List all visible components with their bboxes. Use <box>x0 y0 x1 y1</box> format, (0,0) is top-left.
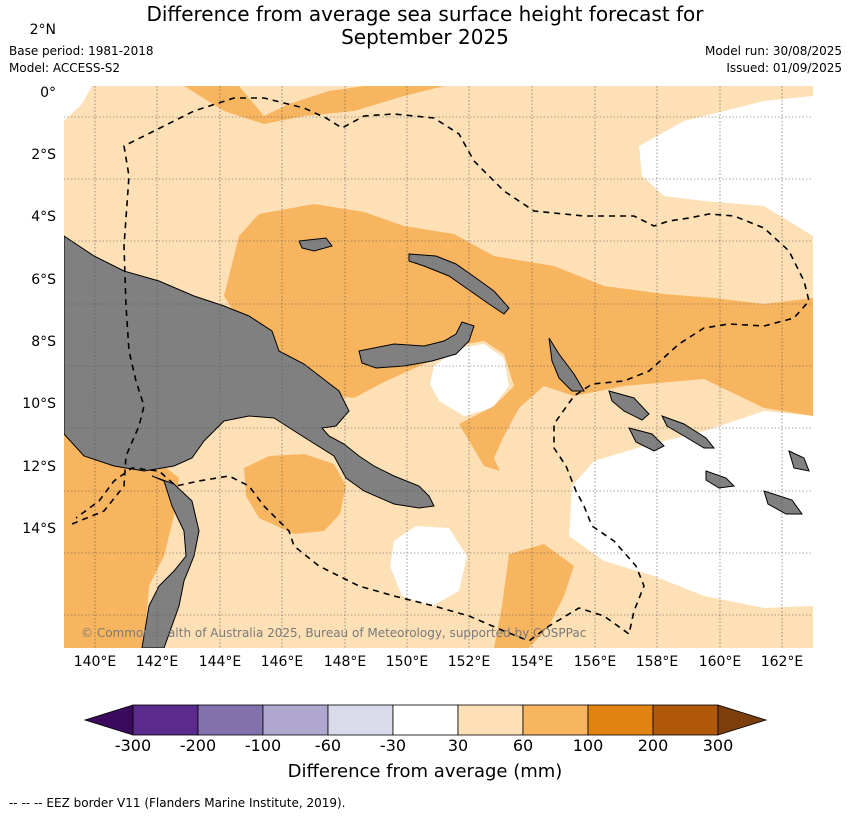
lon-label-144e: 144°E <box>198 654 242 670</box>
colorbar-extend-low <box>83 704 134 736</box>
colorbar-tick: -300 <box>114 736 152 755</box>
new-britain-land <box>358 321 475 369</box>
neutral-area-northeast <box>639 96 813 236</box>
colorbar-tick: 300 <box>702 736 734 755</box>
lon-label-148e: 148°E <box>323 654 367 670</box>
lon-label-140e: 140°E <box>73 654 117 670</box>
colorbar-tick: 30 <box>447 736 469 755</box>
base-period: Base period: 1981-2018 <box>9 44 154 58</box>
santa-isabel-land <box>608 390 650 421</box>
neutral-area-coral-sea <box>390 526 467 606</box>
neutral-area-northwest <box>64 86 92 121</box>
map-title: Difference from average sea surface heig… <box>0 3 850 49</box>
model-run: Model run: 30/08/2025 <box>704 44 842 58</box>
guadalcanal-land <box>628 427 665 452</box>
lat-label-0: 0° <box>40 85 56 101</box>
lat-label-14s: 14°S <box>22 521 56 537</box>
anomaly-band-60-100-north <box>184 86 444 124</box>
title-line-2: September 2025 <box>341 25 509 49</box>
title-line-1: Difference from average sea surface heig… <box>146 2 704 26</box>
lat-label-6s: 6°S <box>31 272 56 288</box>
vanuatu-north-land <box>788 450 810 472</box>
colorbar <box>83 704 768 736</box>
bougainville-land <box>548 337 585 392</box>
malaita-land <box>660 415 716 449</box>
lon-label-162e: 162°E <box>760 654 804 670</box>
anomaly-band-60-100-southwest <box>64 416 179 648</box>
issued-date: Issued: 01/09/2025 <box>726 61 842 75</box>
copyright-text: © Commonwealth of Australia 2025, Bureau… <box>81 626 587 640</box>
map-svg <box>63 86 813 649</box>
meta-right: Model run: 30/08/2025 Issued: 01/09/2025 <box>705 43 842 77</box>
lat-label-8s: 8°S <box>31 334 56 350</box>
lat-label-2s: 2°S <box>31 147 56 163</box>
colorbar-bin-7 <box>522 704 589 736</box>
colorbar-bin-5 <box>392 704 459 736</box>
map-panel <box>63 86 813 649</box>
espiritu-santo-land <box>763 490 803 515</box>
lat-label-2n: 2°N <box>29 22 56 38</box>
anomaly-band-60-100-coral <box>494 544 574 648</box>
lon-label-158e: 158°E <box>635 654 679 670</box>
lon-label-152e: 152°E <box>447 654 491 670</box>
colorbar-tick: -200 <box>179 736 217 755</box>
neutral-area-central <box>430 344 509 416</box>
graticule <box>64 86 813 648</box>
lon-label-146e: 146°E <box>260 654 304 670</box>
colorbar-bin-4 <box>327 704 394 736</box>
colorbar-tick: 60 <box>512 736 534 755</box>
colorbar-bin-2 <box>197 704 264 736</box>
colorbar-tick: 200 <box>637 736 669 755</box>
colorbar-bin-1 <box>132 704 199 736</box>
lat-label-12s: 12°S <box>22 459 56 475</box>
neutral-area-southeast <box>569 411 813 608</box>
colorbar-bin-8 <box>587 704 654 736</box>
colorbar-tick: -100 <box>244 736 282 755</box>
colorbar-tick: 100 <box>572 736 604 755</box>
colorbar-tick: -60 <box>314 736 342 755</box>
colorbar-extend-high <box>717 704 768 736</box>
colorbar-bin-3 <box>262 704 329 736</box>
eez-footnote: -- -- -- EEZ border V11 (Flanders Marine… <box>9 796 346 810</box>
anomaly-band-60-100-bismarck <box>224 204 813 471</box>
lon-label-160e: 160°E <box>698 654 742 670</box>
model-name: Model: ACCESS-S2 <box>9 61 121 75</box>
colorbar-bin-6 <box>457 704 524 736</box>
colorbar-title: Difference from average (mm) <box>287 761 563 782</box>
lat-label-4s: 4°S <box>31 209 56 225</box>
lon-label-142e: 142°E <box>135 654 179 670</box>
lat-label-10s: 10°S <box>22 396 56 412</box>
lon-label-154e: 154°E <box>510 654 554 670</box>
colorbar-bin-9 <box>652 704 719 736</box>
meta-left: Base period: 1981-2018 Model: ACCESS-S2 <box>9 43 154 77</box>
new-ireland-land <box>408 253 510 315</box>
anomaly-band-60-100-gulf <box>244 454 346 534</box>
lon-label-156e: 156°E <box>573 654 617 670</box>
lon-label-150e: 150°E <box>385 654 429 670</box>
colorbar-tick: -30 <box>379 736 407 755</box>
